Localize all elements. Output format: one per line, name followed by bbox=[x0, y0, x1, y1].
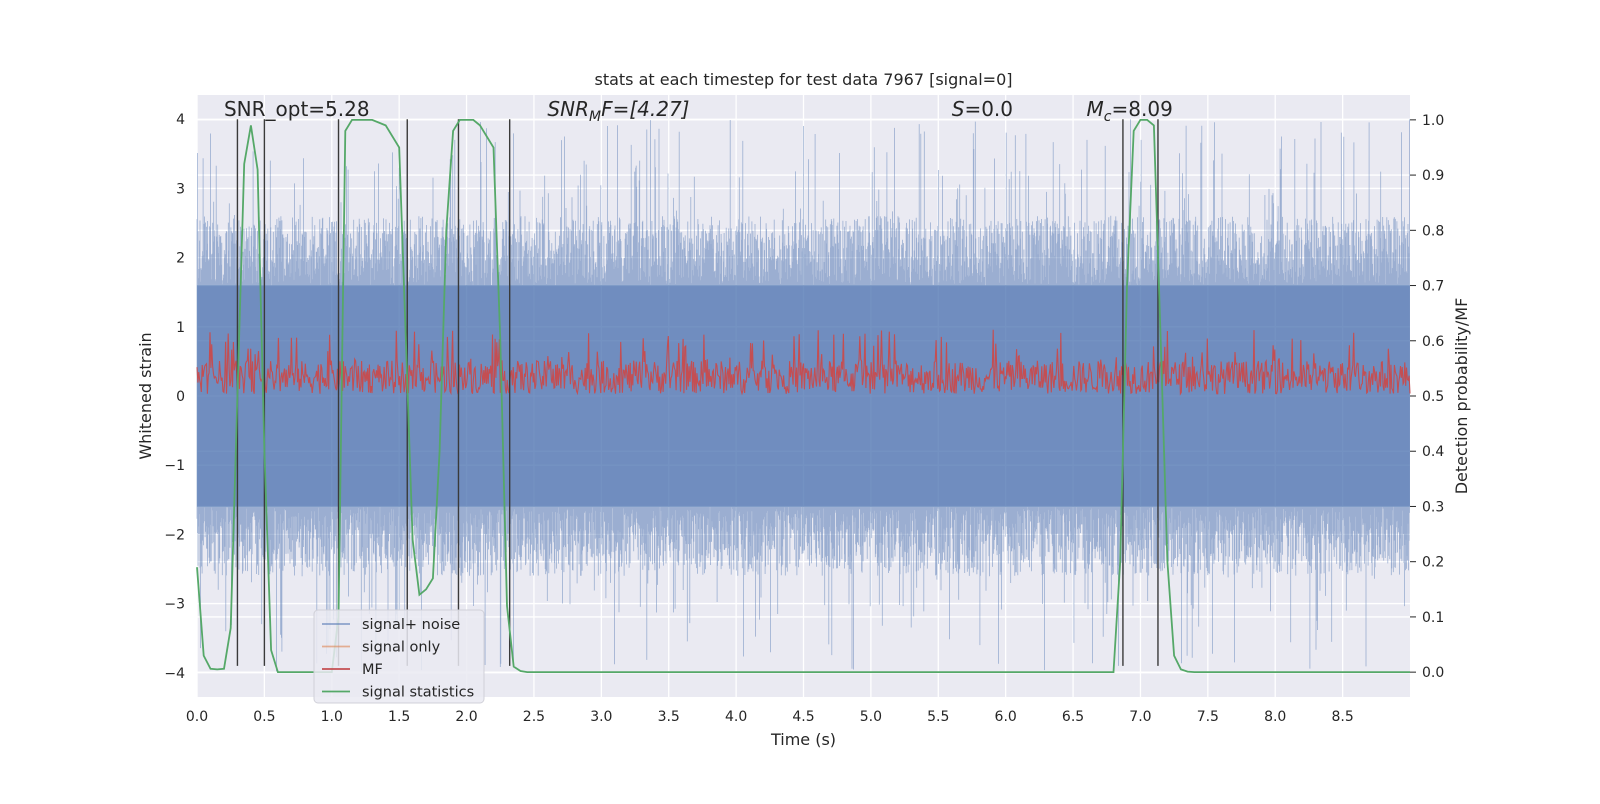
x-tick-label: 5.0 bbox=[860, 709, 882, 725]
legend-label: signal+ noise bbox=[362, 617, 460, 633]
x-tick-label: 2.5 bbox=[523, 709, 545, 725]
x-tick-label: 8.5 bbox=[1331, 709, 1353, 725]
chart-title: stats at each timestep for test data 796… bbox=[594, 70, 1012, 89]
legend-label: signal statistics bbox=[362, 685, 474, 701]
x-tick-label: 0.5 bbox=[253, 709, 275, 725]
y-tick-label-right: 0.2 bbox=[1422, 555, 1444, 571]
y-tick-label-right: 1.0 bbox=[1422, 113, 1444, 129]
x-tick-label: 3.5 bbox=[658, 709, 680, 725]
x-tick-label: 0.0 bbox=[186, 709, 208, 725]
x-tick-label: 4.5 bbox=[792, 709, 814, 725]
mf-line bbox=[196, 329, 1411, 396]
y-axis-label-left: Whitened strain bbox=[136, 332, 155, 459]
annotation-text: Mc=8.09 bbox=[1087, 97, 1173, 125]
axis-ticks: 0.0 0.5 1.0 1.5 2.0 2.5 3.0 3.5 4.0 4.5 5.0 5.5 6.0 6… bbox=[164, 112, 1444, 725]
x-axis-label: Time (s) bbox=[770, 730, 836, 749]
signal-statistics-line bbox=[196, 119, 1410, 673]
y-tick-label-left: −2 bbox=[164, 527, 185, 543]
legend: signal+ noise signal only MF signal statist… bbox=[313, 609, 485, 704]
legend-label: MF bbox=[362, 662, 383, 678]
x-tick-label: 3.0 bbox=[590, 709, 612, 725]
annotation-text: S=0.0 bbox=[952, 97, 1013, 121]
y-tick-label-right: 0.4 bbox=[1422, 444, 1444, 460]
y-tick-label-left: 0 bbox=[176, 389, 185, 405]
detection-lines bbox=[236, 119, 1159, 666]
x-tick-label: 8.0 bbox=[1264, 709, 1286, 725]
y-tick-label-right: 0.1 bbox=[1422, 610, 1444, 626]
legend-label: signal only bbox=[362, 640, 441, 656]
y-tick-label-right: 0.7 bbox=[1422, 279, 1444, 295]
x-tick-label: 6.0 bbox=[995, 709, 1017, 725]
x-tick-label: 7.0 bbox=[1129, 709, 1151, 725]
x-tick-label: 1.5 bbox=[388, 709, 410, 725]
x-tick-label: 7.5 bbox=[1197, 709, 1219, 725]
y-tick-label-left: −4 bbox=[164, 666, 185, 682]
y-tick-label-right: 0.5 bbox=[1422, 389, 1444, 405]
x-tick-label: 5.5 bbox=[927, 709, 949, 725]
y-tick-label-left: 4 bbox=[176, 112, 185, 128]
y-tick-label-right: 0.9 bbox=[1422, 168, 1444, 184]
y-axis-label-right: Detection probability/MF bbox=[1452, 298, 1471, 495]
y-tick-label-right: 0.8 bbox=[1422, 223, 1444, 239]
y-tick-label-left: 1 bbox=[176, 320, 185, 336]
y-tick-label-left: −3 bbox=[164, 597, 185, 613]
annotation-text: SNRMF=[4.27] bbox=[547, 97, 689, 125]
signal-statistics-series bbox=[196, 119, 1410, 673]
y-tick-label-right: 0.6 bbox=[1422, 334, 1444, 350]
x-tick-label: 1.0 bbox=[321, 709, 343, 725]
annotations: SNR_opt=5.28 SNRMF=[4.27] S=0.0 Mc=8.09 bbox=[224, 97, 1173, 125]
y-tick-label-left: 3 bbox=[176, 181, 185, 197]
x-tick-label: 4.0 bbox=[725, 709, 747, 725]
x-tick-label: 2.0 bbox=[455, 709, 477, 725]
y-tick-label-right: 0.3 bbox=[1422, 499, 1444, 515]
y-tick-label-left: −1 bbox=[164, 458, 185, 474]
legend-box bbox=[313, 609, 485, 704]
y-tick-label-left: 2 bbox=[176, 251, 185, 267]
x-tick-label: 6.5 bbox=[1062, 709, 1084, 725]
annotation-text: SNR_opt=5.28 bbox=[224, 97, 370, 121]
y-tick-label-right: 0.0 bbox=[1422, 665, 1444, 681]
mf-series bbox=[196, 329, 1411, 396]
